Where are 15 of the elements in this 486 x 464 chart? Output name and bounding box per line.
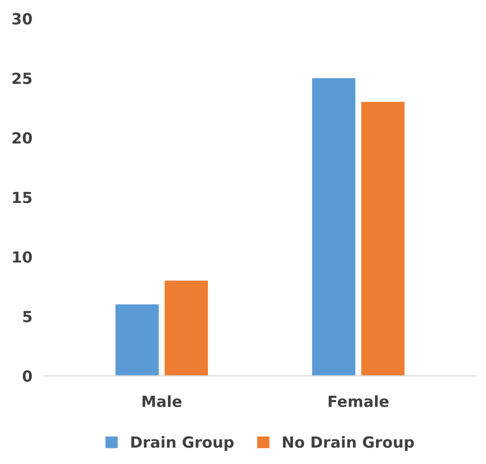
- bar: [312, 78, 356, 376]
- y-tick-label: 30: [12, 13, 32, 25]
- x-tick-label: Male: [142, 395, 182, 408]
- bar: [361, 102, 405, 376]
- y-tick-label: 20: [12, 132, 32, 144]
- y-tick-label: 5: [23, 310, 32, 322]
- bar: [164, 280, 208, 376]
- legend-label: No Drain Group: [283, 436, 414, 451]
- bar: [116, 304, 159, 376]
- y-tick-label: 15: [13, 192, 32, 204]
- legend-label: Drain Group: [131, 436, 234, 451]
- y-tick-label: 0: [22, 370, 32, 382]
- x-tick-label: Female: [328, 395, 389, 408]
- y-tick-label: 25: [12, 72, 32, 84]
- y-tick-label: 10: [13, 251, 32, 263]
